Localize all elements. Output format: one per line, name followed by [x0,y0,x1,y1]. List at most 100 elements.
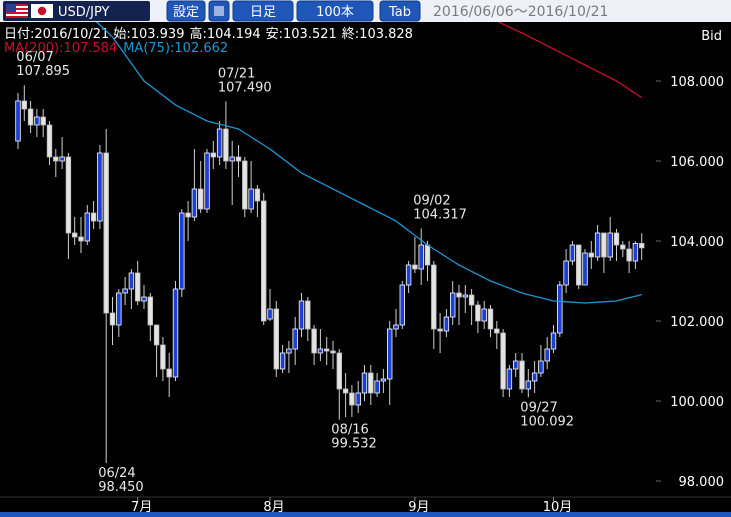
period-button[interactable] [232,0,294,22]
tab-button-label: Tab [388,5,411,20]
candle-body [355,392,361,406]
date-range: 2016/06/06～2016/10/21 [433,4,608,20]
candle-body [481,308,487,322]
candle-body [197,188,204,210]
candle-body [305,300,311,330]
candle-body [210,152,216,158]
candle-body [160,344,166,370]
candle-body [368,372,374,394]
candle-body [53,156,59,162]
candle-body [59,156,65,162]
ohlc-label: 始: [113,27,130,42]
candle-body [513,360,519,370]
ohlc-label: 安: [266,27,283,42]
candle-body [418,244,424,270]
settings-button[interactable] [166,0,206,22]
candle-body [286,348,292,354]
period-button-label: 日足 [250,5,276,20]
ma-line [95,22,642,304]
ma-name: MA(200): [4,41,63,56]
y-tick-label: 104.000 [670,235,724,250]
candle-body [267,308,273,320]
candle-body [431,264,437,330]
ohlc-value: 104.194 [207,27,261,42]
candle-body [21,100,27,110]
candle-body [487,308,494,330]
candle-body [97,152,103,222]
icon-glyph [214,6,224,16]
candle-body [525,380,531,390]
annotation-date: 06/07 [16,50,53,65]
candle-body [500,332,506,390]
candle-body [216,128,223,158]
ohlc-info: 日付:2016/10/21 始:103.939 高:104.194 安:103.521… [4,26,413,42]
date-label: 日付:2016/10/21 [4,27,109,42]
candle-body [607,232,613,258]
candle-body [116,292,122,326]
annotation-value: 107.490 [218,80,272,95]
x-tick-label: 9月 [408,500,429,515]
ma-name: MA(75): [123,41,174,56]
candle-body [122,288,128,294]
candle-body [361,372,368,394]
candle-body [179,212,185,290]
candle-body [569,244,576,262]
candle-body [330,350,336,354]
candle-body [248,188,254,210]
candle-body [153,324,160,346]
candle-body [260,200,267,322]
candle-body [84,212,90,242]
candle-body [34,116,40,126]
candle-body [172,288,179,378]
candle-body [393,324,399,330]
candle-body [544,348,550,362]
candle-body [342,388,349,394]
candle-body [601,232,607,258]
x-tick-label: 10月 [543,500,573,515]
candle-body [65,156,72,234]
x-tick-label: 8月 [263,500,284,515]
candle-body [531,372,538,382]
ma-value: 102.662 [174,41,228,56]
candle-body [90,212,97,222]
candle-body [588,252,594,258]
candle-body [620,244,626,250]
scroll-bar[interactable] [0,512,731,517]
tab-button[interactable] [379,0,421,22]
count-button[interactable] [296,0,374,22]
chart-background [0,22,731,517]
candle-body [456,292,462,298]
candle-body [15,100,21,142]
candle-body [594,232,601,258]
candle-body [292,328,298,350]
candle-body [632,243,639,262]
candle-body [449,292,456,318]
candle-body [254,188,261,202]
candle-body [386,328,393,380]
ohlc-label: 終: [342,26,359,42]
us-flag [6,4,28,18]
annotation-value: 107.895 [16,64,70,79]
ohlc-value: 103.939 [131,27,185,42]
annotation-value: 100.092 [520,414,574,429]
annotation-date: 09/02 [413,193,450,208]
candle-body [191,188,198,218]
candle-body [109,312,116,326]
candle-body [317,348,324,354]
candle-body [443,316,450,332]
candle-body [134,272,141,302]
candle-body [46,124,53,158]
candle-body [475,304,481,322]
candle-body [374,380,380,394]
candle-body [204,152,210,210]
candle-body [563,260,569,286]
candle-body [626,248,632,262]
candle-body [242,160,248,210]
candle-body [128,272,135,290]
candle-body [582,252,588,286]
candle-body [27,108,34,126]
pair-label: USD/JPY [58,5,110,20]
candle-body [147,296,153,326]
candle-body [229,156,235,162]
